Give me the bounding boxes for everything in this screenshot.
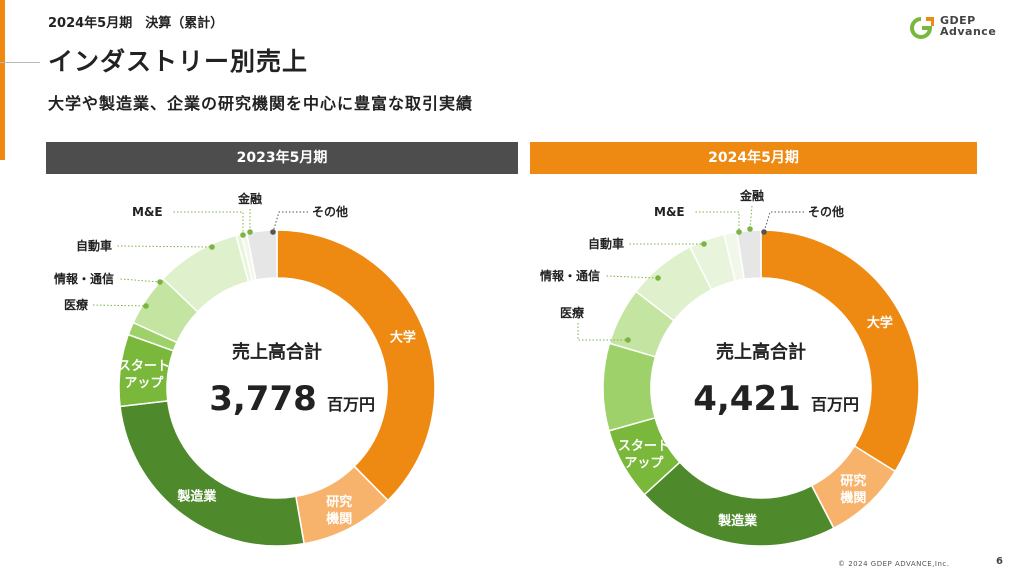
slice-label-inside: スタートアップ: [118, 359, 170, 391]
slice-label-outside: 自動車: [588, 236, 624, 251]
leader-line: [695, 211, 740, 232]
slice-label-outside: その他: [808, 204, 844, 219]
logo-line-2: Advance: [940, 25, 997, 38]
leader-dot: [247, 229, 253, 235]
leader-dot: [240, 232, 246, 238]
page-number: 6: [996, 556, 1003, 567]
logo-line-1: GDEP: [940, 14, 976, 27]
slice-label-outside: その他: [312, 204, 348, 219]
copyright: © 2024 GDEP ADVANCE,Inc.: [838, 560, 950, 568]
slide-subheading: 2024年5月期 決算（累計）: [48, 16, 224, 31]
center-total-value: 3,778: [209, 379, 317, 419]
leader-dot: [209, 244, 215, 250]
slice-label-inside: 大学: [867, 315, 893, 331]
slice-label-outside: 医療: [64, 297, 88, 312]
leader-line: [606, 275, 659, 279]
leader-dot: [736, 229, 742, 235]
leader-dot: [701, 241, 707, 247]
slide-tagline: 大学や製造業、企業の研究機関を中心に豊富な取引実績: [48, 94, 474, 113]
leader-line: [272, 211, 308, 233]
donut-slice-3: [119, 400, 305, 547]
donut-slice-1: [760, 229, 920, 473]
slice-label-outside: 金融: [237, 191, 262, 206]
slice-label-outside: M&E: [654, 205, 685, 219]
leader-dot: [625, 337, 631, 343]
panel-header-2024: 2024年5月期: [530, 142, 977, 174]
leader-line: [120, 278, 161, 283]
leader-line: [763, 211, 804, 233]
leader-dot: [157, 279, 163, 285]
center-total-unit: 百万円: [327, 395, 375, 414]
chart-panel-2023: 2023年5月期 大学研究機関 製造業 スタートアップ 医療 情報・通信 自動車 M&E 金融…: [24, 142, 518, 562]
donut-slice-3: [643, 461, 835, 547]
center-total-unit: 百万円: [811, 395, 859, 414]
leader-line: [173, 211, 244, 235]
center-total-label: 売上高合計: [716, 341, 806, 363]
leader-line: [749, 205, 753, 230]
slice-label-inside: 研究機関: [326, 494, 352, 527]
chart-panel-2024: 2024年5月期 大学研究機関製造業 スタートアップ 医療 情報・通信 自動車 M&E 金融…: [508, 142, 998, 562]
leader-line: [117, 245, 213, 248]
donut-slice-10: [245, 229, 278, 281]
leader-dot: [143, 303, 149, 309]
leader-dot: [655, 275, 661, 281]
donut-slice-10: [736, 229, 762, 281]
slice-label-outside: 医療: [560, 305, 584, 320]
gdep-logo-icon: [910, 17, 934, 39]
leader-dot: [747, 226, 753, 232]
panel-header-2023: 2023年5月期: [46, 142, 518, 174]
slice-label-outside: 情報・通信: [540, 268, 600, 283]
slice-label-outside: 金融: [739, 188, 764, 203]
slice-label-inside: スタートアップ: [618, 439, 670, 471]
leader-dot: [270, 229, 276, 235]
slice-label-inside: 大学: [390, 329, 416, 345]
slice-label-inside: 製造業: [176, 488, 217, 504]
leader-line: [92, 304, 147, 307]
center-total-value: 4,421: [693, 379, 801, 419]
leader-dot: [761, 229, 767, 235]
slice-label-outside: M&E: [132, 205, 163, 219]
donut-slice-5: [602, 342, 657, 432]
slide-title: インダストリー別売上: [48, 47, 309, 76]
slice-label-inside: 製造業: [717, 513, 758, 529]
slice-label-inside: 研究機関: [840, 473, 866, 506]
title-rule: [0, 62, 40, 63]
logo-wordmark: GDEP Advance: [940, 15, 996, 37]
slice-label-outside: 情報・通信: [54, 271, 114, 286]
accent-bar: [0, 0, 5, 160]
slice-label-outside: 自動車: [76, 238, 112, 253]
center-total-label: 売上高合計: [232, 341, 322, 363]
leader-line: [577, 323, 628, 341]
donut-slice-1: [276, 229, 436, 502]
company-logo: GDEP Advance: [908, 14, 1008, 42]
